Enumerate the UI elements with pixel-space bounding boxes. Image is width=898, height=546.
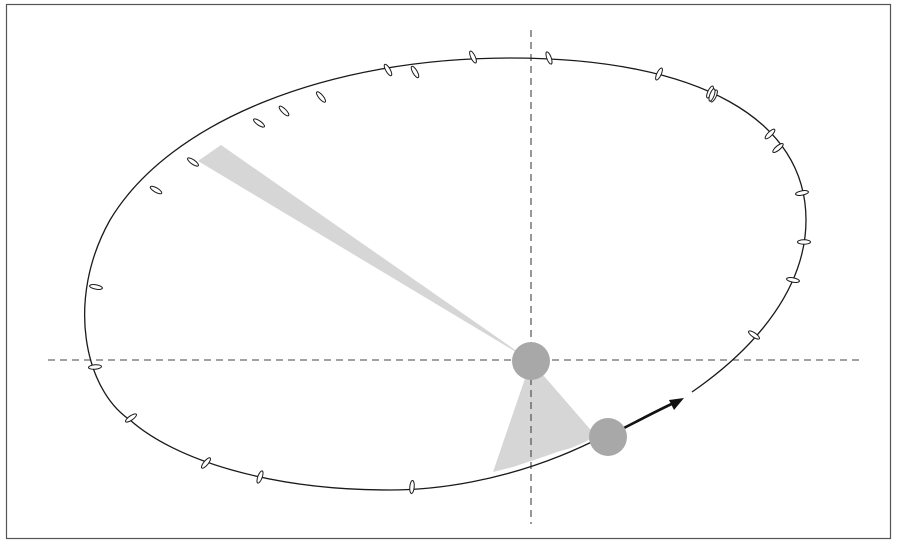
orbit-tick-marks xyxy=(88,50,811,494)
orbit-tick-mark xyxy=(655,67,663,81)
central-star xyxy=(512,342,550,380)
planet xyxy=(589,418,627,456)
orbit-tick-mark xyxy=(125,413,137,423)
orbit-tick-mark xyxy=(410,65,420,79)
orbit-tick-mark xyxy=(708,88,716,102)
orbit-tick-mark xyxy=(795,190,809,196)
orbit-tick-mark xyxy=(797,239,811,245)
orbit-tick-mark xyxy=(315,91,327,103)
orbit-tick-mark xyxy=(383,63,393,77)
swept-area-near xyxy=(493,361,596,472)
orbit-tick-mark xyxy=(256,470,264,484)
orbit-tick-mark xyxy=(545,51,553,65)
motion-arrowhead xyxy=(669,398,684,410)
orbit-tick-mark xyxy=(409,480,415,494)
orbit-tick-mark xyxy=(764,128,776,140)
orbit-tick-mark xyxy=(149,185,163,195)
orbit-tick-mark xyxy=(469,50,477,64)
orbit-tick-mark xyxy=(278,105,290,117)
orbit-tick-mark xyxy=(786,277,800,283)
elliptical-orbit xyxy=(84,57,807,491)
diagram-frame xyxy=(5,3,892,540)
orbit-tick-mark xyxy=(200,457,212,469)
orbit-tick-mark xyxy=(748,330,760,340)
swept-area-far xyxy=(198,145,531,361)
orbit-tick-mark xyxy=(89,284,103,290)
orbit-tick-mark xyxy=(187,157,199,167)
orbit-tick-mark xyxy=(253,118,265,128)
orbit-tick-mark xyxy=(772,142,784,154)
orbit-tick-mark xyxy=(88,364,102,370)
